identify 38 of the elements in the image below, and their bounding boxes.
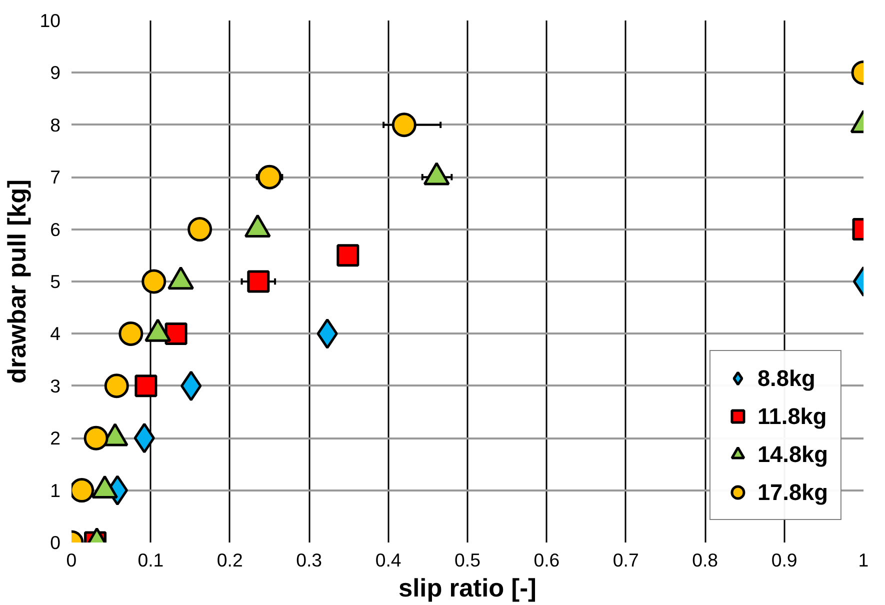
point	[104, 374, 129, 398]
legend-label: 14.8kg	[757, 440, 828, 468]
x-tick-label: 0.4	[375, 550, 402, 570]
legend-label: 11.8kg	[757, 402, 827, 430]
legend-label: 17.8kg	[757, 478, 828, 506]
x-tick-label: 0.6	[534, 550, 560, 570]
point	[247, 270, 270, 293]
x-tick-label: 0.1	[138, 550, 164, 570]
point	[118, 321, 144, 346]
y-tick-label: 8	[50, 114, 61, 136]
y-tick-label: 1	[50, 480, 61, 501]
y-tick-label: 10	[40, 10, 61, 31]
x-tick-label: 0.8	[692, 550, 718, 570]
y-tick-label: 5	[50, 271, 61, 292]
y-tick-label: 6	[50, 218, 61, 240]
y-tick-label: 4	[50, 323, 61, 344]
x-tick-label: 0.3	[296, 550, 322, 570]
x-tick-label: 0.7	[612, 550, 639, 570]
x-tick-label: 0.5	[454, 550, 480, 570]
legend-label: 8.8kg	[757, 364, 816, 392]
point	[164, 322, 188, 345]
x-tick-label: 1	[858, 550, 869, 570]
y-tick-label: 9	[50, 62, 61, 84]
y-axis-title: drawbar pull [kg]	[4, 179, 32, 384]
x-tick-label: 0	[66, 550, 77, 570]
point	[257, 164, 282, 190]
y-tick-label: 7	[50, 166, 61, 188]
y-tick-label: 2	[50, 428, 61, 449]
point	[188, 217, 212, 242]
point	[134, 374, 158, 398]
x-axis-title: slip ratio [-]	[398, 574, 536, 602]
point	[84, 426, 108, 450]
y-tick-label: 3	[50, 375, 61, 396]
x-tick-label: 0.2	[216, 550, 243, 570]
y-tick-label: 0	[50, 532, 61, 553]
x-tick-label: 0.9	[771, 550, 798, 570]
point	[142, 269, 166, 294]
point	[336, 244, 360, 267]
